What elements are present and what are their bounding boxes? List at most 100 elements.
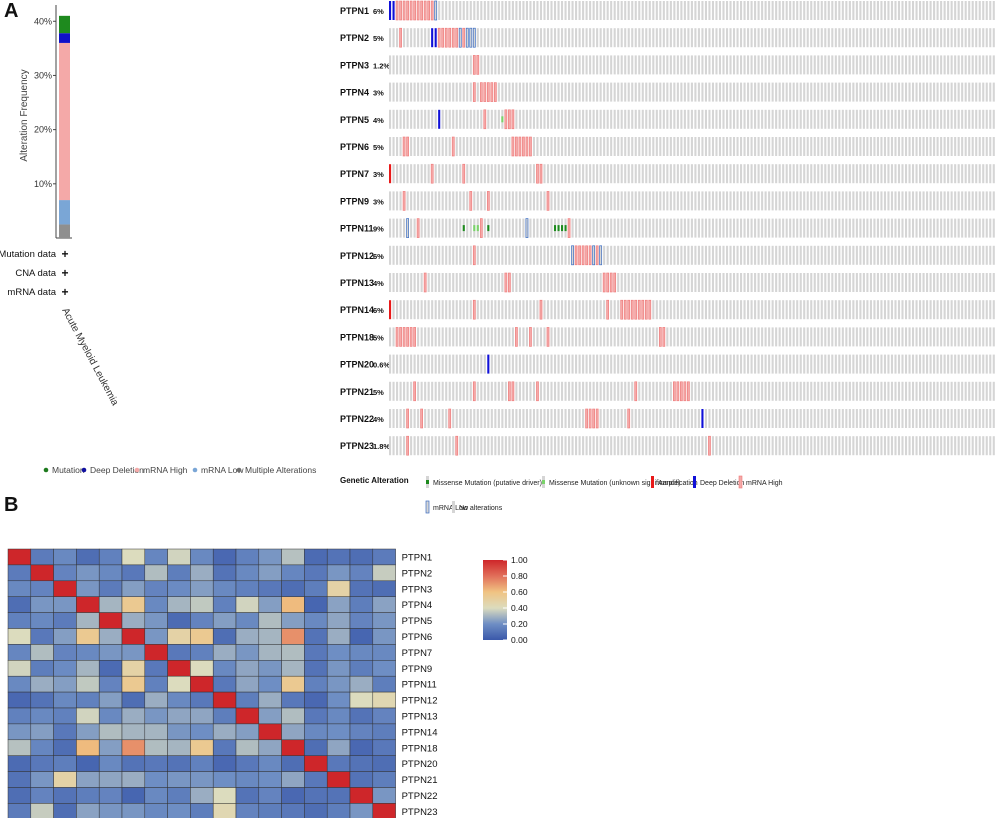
sample-cell bbox=[919, 82, 922, 102]
sample-cell bbox=[757, 300, 760, 320]
heatmap-cell bbox=[235, 612, 260, 629]
heatmap-cell bbox=[349, 739, 374, 756]
sample-cell bbox=[957, 273, 960, 292]
sample-cell bbox=[747, 191, 750, 211]
sample-cell bbox=[476, 28, 479, 48]
heatmap-cell bbox=[304, 707, 328, 725]
sample-cell bbox=[568, 28, 571, 48]
sample-cell bbox=[957, 327, 960, 347]
sample-cell bbox=[553, 1, 557, 20]
sample-cell bbox=[399, 354, 402, 374]
sample-cell bbox=[764, 409, 767, 428]
sample-cell bbox=[803, 218, 806, 238]
heatmap-cell bbox=[190, 707, 214, 725]
sample-cell bbox=[838, 436, 841, 456]
sample-mark-missense bbox=[476, 225, 479, 232]
heatmap-cell bbox=[98, 612, 123, 629]
sample-cell bbox=[718, 327, 722, 347]
sample-cell bbox=[926, 300, 929, 320]
legend-label: Missense Mutation (putative driver) bbox=[433, 480, 542, 487]
sample-cell bbox=[806, 409, 809, 428]
sample-cell bbox=[961, 191, 964, 211]
sample-cell-mrna-high bbox=[420, 0, 423, 21]
sample-cell bbox=[396, 55, 399, 75]
sample-cell bbox=[725, 354, 729, 374]
sample-cell bbox=[610, 300, 613, 320]
sample-cell bbox=[971, 109, 974, 129]
sample-cell bbox=[750, 191, 753, 211]
sample-cell bbox=[592, 82, 595, 102]
sample-cell bbox=[490, 55, 493, 75]
sample-cell bbox=[869, 109, 872, 129]
sample-cell bbox=[761, 55, 764, 75]
sample-cell bbox=[550, 82, 553, 102]
sample-cell bbox=[680, 436, 683, 456]
sample-cell bbox=[736, 327, 739, 347]
sample-cell bbox=[901, 245, 904, 265]
sample-cell bbox=[954, 191, 957, 211]
sample-cell bbox=[455, 1, 458, 20]
sample-cell bbox=[543, 28, 546, 48]
sample-cell bbox=[539, 409, 543, 428]
sample-cell bbox=[736, 409, 739, 428]
sample-cell bbox=[697, 436, 700, 456]
sample-cell bbox=[680, 55, 683, 75]
sample-cell bbox=[575, 28, 578, 48]
sample-cell bbox=[915, 191, 918, 211]
sample-cell bbox=[694, 245, 697, 265]
heatmap-cell bbox=[190, 755, 214, 772]
sample-cell bbox=[494, 137, 497, 156]
sample-cell bbox=[876, 273, 879, 292]
heatmap-cell bbox=[212, 596, 237, 613]
sample-cell bbox=[546, 1, 550, 20]
sample-cell bbox=[754, 300, 757, 320]
sample-cell bbox=[511, 55, 514, 75]
sample-cell bbox=[620, 273, 623, 292]
sample-cell bbox=[525, 55, 528, 75]
heatmap-cell bbox=[7, 580, 32, 597]
sample-cell bbox=[785, 164, 788, 184]
sample-cell bbox=[708, 300, 711, 320]
sample-cell bbox=[490, 300, 493, 320]
sample-cell bbox=[417, 436, 420, 456]
sample-cell bbox=[529, 245, 532, 265]
sample-cell bbox=[389, 354, 392, 374]
sample-cell bbox=[462, 82, 465, 102]
sample-cell bbox=[775, 164, 778, 184]
sample-cell bbox=[901, 409, 904, 428]
sample-cell bbox=[652, 55, 655, 75]
sample-cell bbox=[564, 354, 567, 374]
sample-cell bbox=[480, 273, 483, 292]
sample-cell bbox=[841, 354, 844, 374]
sample-cell bbox=[666, 327, 669, 347]
sample-cell bbox=[697, 28, 700, 48]
sample-cell bbox=[424, 55, 427, 75]
sample-cell bbox=[813, 82, 816, 102]
heatmap-cell bbox=[190, 564, 214, 582]
sample-cell bbox=[427, 245, 430, 265]
colorbar-tick-label: 0.20 bbox=[511, 619, 528, 629]
sample-cell bbox=[978, 300, 981, 320]
sample-cell bbox=[560, 1, 564, 20]
sample-cell bbox=[578, 164, 581, 184]
sample-cell-mrna-high bbox=[479, 82, 483, 102]
sample-cell bbox=[883, 109, 887, 129]
sample-cell bbox=[943, 300, 946, 320]
sample-cell bbox=[831, 273, 834, 292]
sample-cell bbox=[855, 28, 858, 48]
sample-cell bbox=[550, 218, 553, 238]
sample-cell bbox=[964, 245, 967, 265]
sample-cell bbox=[599, 55, 602, 75]
sample-cell bbox=[701, 354, 704, 374]
sample-cell bbox=[655, 381, 658, 401]
sample-cell bbox=[434, 409, 437, 428]
sample-cell bbox=[627, 191, 630, 211]
sample-cell bbox=[869, 28, 872, 48]
heatmap-cell bbox=[212, 580, 237, 597]
sample-cell bbox=[613, 354, 616, 374]
sample-cell bbox=[911, 82, 915, 102]
heatmap-cell bbox=[76, 691, 100, 709]
sample-cell bbox=[438, 273, 441, 292]
heatmap-cell bbox=[144, 548, 168, 566]
sample-cell bbox=[603, 436, 606, 456]
